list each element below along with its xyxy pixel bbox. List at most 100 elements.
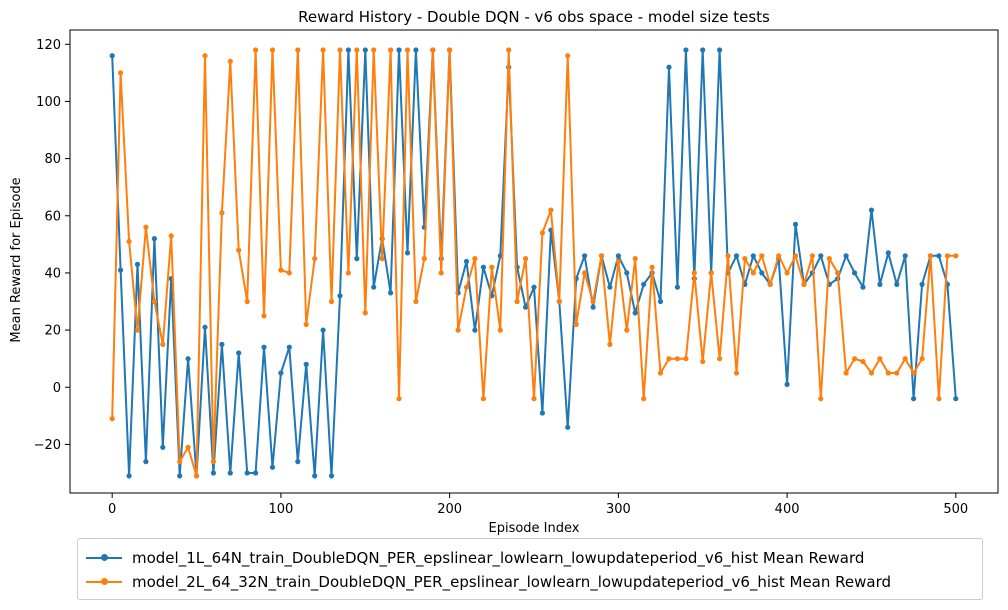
series-1-point [590, 304, 596, 310]
series-2-point [328, 298, 335, 305]
series-2-point [835, 270, 841, 276]
series-2-point [244, 298, 250, 305]
series-1-point [295, 459, 301, 465]
series-2-point [927, 253, 934, 259]
x-tick-label: 0 [108, 502, 116, 517]
series-2-point [345, 270, 351, 276]
series-2-point [792, 253, 799, 259]
series-2-point [801, 281, 807, 287]
series-2-point [109, 416, 115, 422]
series-1-point [717, 47, 723, 53]
series-2-point [371, 47, 377, 53]
series-1-point [312, 473, 318, 479]
series-2-point [193, 473, 200, 479]
series-2-point [531, 396, 537, 402]
series-1-point [118, 267, 124, 273]
series-2-point [641, 396, 647, 402]
series-1-point [843, 253, 849, 259]
series-2-point [953, 253, 959, 259]
series-1-point [852, 270, 858, 276]
series-2-point [868, 370, 875, 376]
series-2-point [227, 58, 233, 64]
series-2-point [151, 298, 157, 305]
series-1-point [911, 396, 917, 402]
series-1-point [919, 281, 925, 287]
legend-label-series-1: model_1L_64N_train_DoubleDQN_PER_epsline… [132, 549, 865, 567]
series-2-point [396, 396, 402, 402]
series-1-point [902, 253, 908, 259]
plot-frame [69, 29, 999, 494]
series-2-point [826, 256, 832, 262]
series-2-point [759, 253, 765, 259]
series-2-point [404, 47, 411, 53]
series-2-point [818, 396, 824, 402]
y-axis-label: Mean Reward for Episode [9, 177, 24, 342]
series-2-point [261, 313, 267, 319]
y-tick-label: 20 [44, 324, 61, 339]
x-axis-label: Episode Index [489, 521, 580, 535]
series-2-point [506, 47, 512, 53]
series-1-point [657, 298, 664, 305]
series-1-point [818, 253, 824, 259]
series-2-point [649, 264, 655, 270]
series-1-point [404, 250, 411, 256]
series-2-point [286, 270, 292, 276]
series-2-point [185, 444, 191, 450]
series-1-point [615, 253, 622, 259]
y-axis: −20 0 20 40 60 80 100 120 [34, 38, 70, 453]
series-1-point [733, 253, 740, 259]
series-1-point [337, 293, 343, 299]
series-2-point [362, 310, 368, 316]
series-1-point [328, 473, 335, 479]
series-1-point [885, 250, 891, 256]
series-1-point [666, 64, 672, 70]
series-1-point [278, 370, 284, 376]
x-tick-label: 500 [943, 502, 968, 517]
series-2-point [615, 258, 622, 265]
series-1-point [109, 53, 115, 59]
series-2-point [168, 233, 174, 239]
series-2-point [598, 253, 605, 259]
series-1-point [480, 264, 486, 270]
series-1-point [607, 284, 613, 290]
series-2-point [750, 270, 756, 276]
series-1-point [868, 207, 875, 213]
series-2-point [455, 327, 461, 333]
series-1-point [759, 270, 765, 276]
series-2-point [894, 370, 900, 376]
series-1-point [236, 350, 242, 356]
series-2-point [919, 356, 925, 362]
series-2-point [708, 270, 714, 276]
series-2-point [134, 327, 141, 333]
series-1-point [388, 290, 394, 296]
series-1-point [244, 470, 250, 476]
series-1-point [523, 304, 529, 310]
series-1-point [894, 281, 900, 287]
chart-title: Reward History - Double DQN - v6 obs spa… [298, 8, 770, 26]
y-tick-label: 60 [44, 209, 61, 224]
series-2-point [657, 370, 664, 376]
series-2-point [683, 356, 689, 362]
series-2-point [784, 270, 790, 276]
series-2-point [852, 356, 858, 362]
series-1-point [472, 327, 478, 333]
legend: model_1L_64N_train_DoubleDQN_PER_epsline… [77, 538, 983, 600]
series-2-point [717, 356, 723, 362]
series-1-point [792, 221, 799, 227]
series-2-point [514, 298, 520, 305]
series-2-point [118, 70, 124, 76]
series-1-point [582, 253, 588, 259]
series-1-point [700, 47, 706, 53]
series-2-point [253, 47, 259, 53]
series-2-point [911, 370, 917, 376]
series-2-point [944, 253, 951, 259]
series-2-point [674, 356, 681, 362]
series-1-point [674, 284, 681, 290]
series-2-point [767, 281, 773, 287]
series-2-point [556, 298, 562, 305]
series-1-point [219, 341, 225, 347]
series-2-line [111, 49, 956, 477]
series-2-point [202, 53, 208, 59]
series-2-point [430, 47, 436, 53]
series-1-point [632, 310, 638, 316]
